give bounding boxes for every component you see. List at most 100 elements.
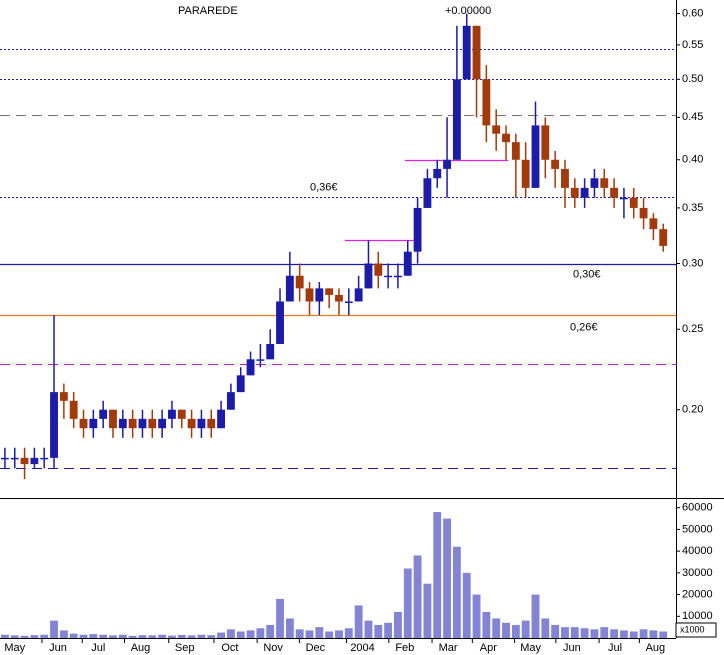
volume-bar — [285, 618, 294, 638]
x-tick-label: 2004 — [350, 642, 374, 654]
volume-bar — [69, 633, 78, 638]
volume-bar — [433, 512, 442, 638]
candle-body — [433, 168, 442, 179]
x-tick-label: Aug — [131, 642, 151, 654]
volume-bar — [649, 630, 658, 638]
candle-body — [394, 275, 402, 278]
candle-body — [580, 187, 589, 198]
candle-body — [344, 301, 353, 303]
volume-bar — [30, 635, 39, 638]
candle-body — [118, 418, 127, 429]
y2-tick-label: 60000 — [682, 502, 713, 514]
volume-bar — [128, 635, 137, 638]
candle-body — [187, 418, 196, 429]
candle-body — [295, 275, 304, 289]
candle-body — [285, 275, 294, 302]
x-tick-label: Jun — [49, 642, 67, 654]
x-tick-label: May — [520, 642, 541, 654]
candle-body — [109, 409, 117, 429]
y2-tick-label: 40000 — [682, 545, 713, 557]
y2-tick-label: 20000 — [682, 588, 713, 600]
y2-tick-label: 10000 — [682, 610, 713, 622]
volume-bar — [403, 568, 412, 638]
volume-bar — [305, 630, 314, 638]
volume-bar — [492, 618, 501, 638]
volume-bar — [256, 628, 265, 638]
volume-bar — [138, 635, 147, 638]
volume-bar — [570, 627, 579, 638]
volume-bar — [619, 630, 628, 638]
candle-body — [482, 79, 491, 126]
candle-body — [551, 159, 560, 169]
candle-body — [600, 178, 609, 188]
candle-body — [590, 178, 599, 188]
volume-bar — [580, 628, 589, 638]
y-tick-label: 0.45 — [682, 111, 703, 123]
volume-bar — [511, 624, 520, 638]
volume-bar — [443, 518, 451, 638]
y2-tick-label: 30000 — [682, 567, 713, 579]
x-tick-label: Aug — [646, 642, 666, 654]
volume-bar — [0, 634, 9, 638]
candle-body — [335, 294, 343, 302]
y-tick-label: 0.30 — [682, 257, 703, 269]
x-tick-label: Feb — [395, 642, 414, 654]
y-tick-label: 0.25 — [682, 323, 703, 335]
volume-bar — [551, 624, 560, 638]
chart-subtitle: +0.00000 — [445, 5, 491, 17]
volume-bar — [236, 631, 245, 638]
candle-body — [59, 392, 68, 401]
volume-bar — [541, 618, 550, 638]
candle-body — [197, 418, 206, 429]
candle-body — [128, 418, 137, 429]
volume-bar — [364, 620, 373, 638]
volume-bar — [20, 635, 29, 638]
candle-body — [256, 359, 265, 361]
volume-bar — [168, 635, 176, 638]
volume-bar — [413, 555, 422, 638]
candle-body — [79, 418, 88, 429]
x-tick-label: Jul — [91, 642, 105, 654]
candle-body — [276, 301, 284, 344]
candle-body — [472, 25, 481, 80]
volume-bar — [79, 634, 88, 638]
volume-bar — [659, 631, 668, 638]
volume-bar — [276, 598, 284, 638]
candle-body — [403, 251, 412, 276]
candle-body — [374, 263, 383, 276]
volume-bar — [452, 546, 461, 638]
candle-body — [99, 409, 108, 419]
candle-body — [89, 418, 98, 429]
candle-body — [443, 159, 451, 169]
y2-unit: x1000 — [680, 624, 705, 634]
volume-bar — [335, 630, 343, 638]
volume-bar — [344, 628, 353, 638]
candle-body — [168, 409, 176, 419]
volume-bar — [295, 629, 304, 638]
candle-body — [246, 359, 255, 376]
y-tick-label: 0.50 — [682, 73, 703, 85]
volume-bar — [482, 611, 491, 638]
candle-body — [20, 457, 29, 465]
y-tick-label: 0.35 — [682, 202, 703, 214]
candle-body — [217, 409, 226, 429]
volume-bar — [354, 605, 363, 638]
volume-bar — [118, 634, 127, 638]
candle-body — [610, 187, 619, 198]
volume-bar — [40, 634, 49, 638]
y2-tick-label: 50000 — [682, 523, 713, 535]
candle-body — [364, 263, 373, 289]
candle-body — [462, 25, 471, 80]
candle-body — [207, 418, 216, 429]
x-tick-label: Jun — [563, 642, 581, 654]
volume-bar — [89, 634, 98, 638]
candle-body — [226, 392, 235, 410]
candle-body — [629, 197, 638, 208]
candle-body — [531, 125, 540, 188]
volume-bar — [472, 594, 481, 638]
candle-body — [619, 197, 628, 200]
x-tick-label: Mar — [439, 642, 458, 654]
candle-body — [570, 187, 579, 198]
volume-bar — [226, 629, 235, 638]
